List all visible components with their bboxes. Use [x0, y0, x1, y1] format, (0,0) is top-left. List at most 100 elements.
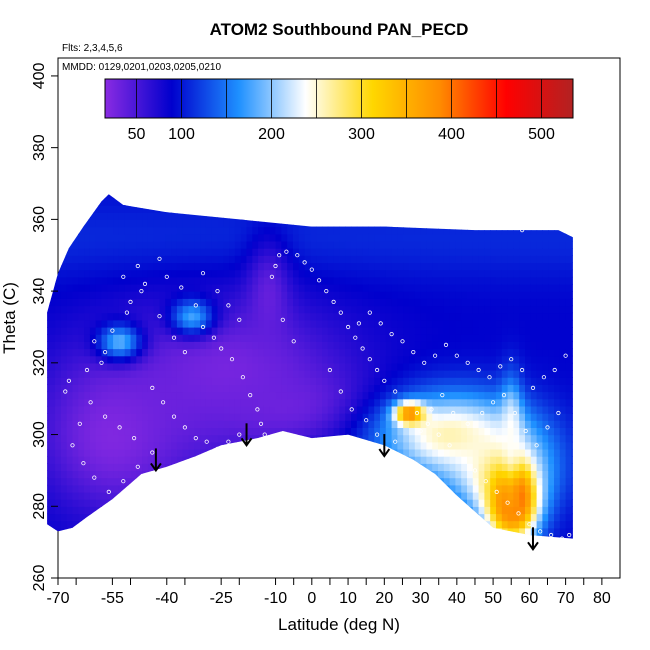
field-cell	[559, 398, 567, 407]
field-cell	[351, 205, 358, 213]
field-cell	[252, 283, 259, 292]
field-cell	[443, 291, 451, 299]
field-cell	[577, 205, 583, 213]
field-cell	[95, 456, 103, 464]
field-cell	[118, 434, 126, 443]
field-cell	[281, 184, 287, 192]
field-cell	[194, 413, 201, 421]
field-cell	[118, 470, 126, 479]
field-cell	[217, 413, 224, 421]
field-cell	[293, 240, 300, 249]
field-cell	[269, 470, 277, 479]
field-cell	[385, 205, 393, 213]
field-cell	[159, 520, 166, 529]
field-cell	[252, 312, 259, 321]
field-cell	[380, 413, 387, 421]
field-cell	[536, 291, 543, 299]
field-cell	[391, 348, 398, 357]
field-cell	[247, 184, 253, 192]
field-cell	[240, 535, 248, 539]
field-cell	[171, 291, 178, 299]
field-cell	[113, 477, 120, 486]
field-cell	[333, 398, 340, 407]
field-cell	[449, 513, 456, 522]
field-cell	[333, 520, 340, 529]
field-cell	[275, 276, 282, 285]
field-cell	[496, 184, 502, 192]
field-cell	[269, 434, 277, 443]
field-cell	[328, 184, 334, 192]
field-cell	[525, 319, 532, 328]
observation-point	[541, 375, 547, 380]
field-cell	[165, 434, 172, 443]
field-cell	[211, 413, 219, 421]
field-cell	[205, 405, 213, 414]
field-cell	[78, 413, 85, 421]
field-cell	[159, 205, 166, 213]
field-cell	[194, 499, 201, 507]
field-cell	[194, 255, 201, 263]
field-cell	[118, 441, 126, 450]
field-cell	[455, 434, 462, 443]
field-cell	[200, 319, 207, 328]
field-cell	[49, 542, 55, 550]
field-cell	[501, 477, 509, 486]
field-cell	[252, 456, 259, 464]
field-cell	[490, 477, 497, 486]
field-cell	[461, 276, 468, 285]
field-cell	[171, 477, 178, 486]
field-cell	[258, 377, 265, 385]
field-cell	[234, 319, 242, 328]
field-cell	[205, 470, 213, 479]
field-cell	[385, 441, 393, 450]
field-cell	[89, 334, 97, 342]
field-cell	[293, 276, 300, 285]
field-cell	[246, 477, 253, 486]
field-cell	[385, 470, 393, 479]
field-cell	[542, 298, 549, 307]
observation-point	[309, 267, 314, 272]
field-cell	[200, 184, 206, 192]
field-cell	[72, 456, 79, 464]
field-cell	[426, 334, 433, 342]
field-cell	[188, 276, 195, 285]
field-cell	[310, 398, 317, 407]
field-cell	[467, 391, 474, 400]
field-cell	[501, 319, 509, 328]
field-cell	[130, 197, 137, 206]
field-cell	[432, 327, 439, 335]
field-cell	[409, 448, 416, 457]
field-cell	[304, 513, 311, 522]
field-cell	[333, 276, 340, 285]
field-cell	[258, 212, 265, 220]
field-cell	[490, 391, 497, 400]
field-cell	[565, 477, 572, 486]
field-cell	[333, 413, 340, 421]
field-cell	[356, 283, 364, 292]
field-cell	[60, 262, 68, 271]
field-cell	[496, 499, 503, 507]
field-cell	[130, 377, 137, 385]
field-cell	[501, 334, 509, 342]
field-cell	[60, 499, 68, 507]
field-cell	[449, 262, 456, 271]
field-cell	[130, 348, 137, 357]
field-cell	[368, 463, 375, 471]
field-cell	[107, 233, 114, 242]
field-cell	[263, 484, 271, 493]
field-cell	[536, 420, 543, 428]
field-cell	[438, 298, 445, 307]
field-cell	[322, 291, 329, 299]
field-cell	[234, 413, 242, 421]
field-cell	[142, 262, 149, 271]
field-cell	[467, 312, 474, 321]
field-cell	[478, 434, 485, 443]
field-cell	[47, 420, 50, 428]
field-cell	[571, 305, 573, 314]
field-cell	[368, 205, 375, 213]
field-cell	[368, 305, 375, 314]
field-cell	[374, 184, 380, 192]
field-cell	[263, 513, 271, 522]
field-cell	[461, 420, 468, 428]
field-cell	[554, 370, 561, 378]
